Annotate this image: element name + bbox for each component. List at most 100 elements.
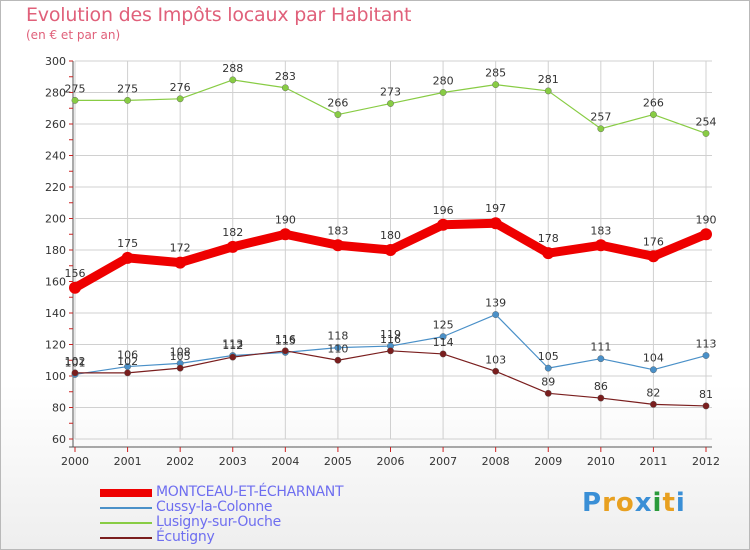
y-tick-label: 60 xyxy=(52,433,66,446)
legend-item: Écutigny xyxy=(100,529,420,546)
data-point xyxy=(439,333,447,341)
data-label: 139 xyxy=(485,297,506,310)
data-label: 175 xyxy=(117,237,138,250)
logo-letter: i xyxy=(652,488,663,518)
y-tick-label: 180 xyxy=(45,244,66,257)
data-point xyxy=(594,239,607,252)
data-point xyxy=(492,311,500,318)
data-point xyxy=(124,96,131,104)
data-point xyxy=(331,239,344,252)
data-point xyxy=(437,218,450,231)
data-point xyxy=(229,353,237,361)
data-point xyxy=(71,96,79,104)
y-tick-label: 240 xyxy=(45,150,66,163)
data-label: 112 xyxy=(222,339,243,352)
data-label: 254 xyxy=(696,115,717,128)
x-tick-label: 2007 xyxy=(429,455,457,468)
data-point xyxy=(702,402,710,410)
y-tick-label: 140 xyxy=(45,307,66,320)
x-tick-label: 2006 xyxy=(377,455,405,468)
data-label: 82 xyxy=(646,386,660,399)
data-label: 114 xyxy=(433,336,454,349)
legend-swatch xyxy=(100,489,152,497)
data-label: 118 xyxy=(327,330,348,343)
data-point xyxy=(544,364,552,372)
data-label: 111 xyxy=(590,341,611,354)
data-label: 105 xyxy=(170,350,191,363)
data-label: 178 xyxy=(538,232,559,245)
data-point xyxy=(384,244,397,256)
data-label: 156 xyxy=(65,267,86,280)
data-label: 183 xyxy=(590,224,611,237)
data-label: 190 xyxy=(696,213,717,226)
data-label: 102 xyxy=(117,355,138,368)
data-label: 81 xyxy=(699,388,713,401)
chart-legend: MONTCEAU-ET-ÉCHARNANT Cussy-la-Colonne L… xyxy=(100,484,420,546)
data-point xyxy=(597,125,605,133)
data-label: 113 xyxy=(222,338,243,351)
data-label: 108 xyxy=(170,345,191,358)
data-label: 119 xyxy=(380,328,401,341)
y-tick-label: 160 xyxy=(45,276,66,289)
x-tick-label: 2005 xyxy=(324,455,352,468)
legend-item: Cussy-la-Colonne xyxy=(100,499,420,516)
y-tick-label: 80 xyxy=(52,402,66,415)
data-label: 257 xyxy=(590,111,611,124)
data-label: 273 xyxy=(380,86,401,99)
x-tick-label: 2008 xyxy=(482,455,510,468)
data-label: 182 xyxy=(222,226,243,239)
data-point xyxy=(650,366,657,374)
x-tick-label: 2003 xyxy=(219,455,247,468)
data-label: 275 xyxy=(65,82,86,95)
x-tick-label: 2012 xyxy=(692,455,720,468)
data-label: 275 xyxy=(117,82,138,95)
x-tick-label: 2001 xyxy=(114,455,142,468)
legend-label: Lusigny-sur-Ouche xyxy=(156,514,281,530)
data-point xyxy=(334,344,342,352)
data-label: 104 xyxy=(643,352,664,365)
legend-label: Écutigny xyxy=(156,529,215,545)
data-point xyxy=(281,347,289,355)
data-point xyxy=(334,111,342,118)
legend-item: Lusigny-sur-Ouche xyxy=(100,514,420,531)
data-point xyxy=(121,251,134,264)
data-point xyxy=(69,281,81,294)
data-point xyxy=(702,130,710,137)
data-point xyxy=(229,76,237,84)
data-point xyxy=(226,240,239,253)
y-tick-label: 220 xyxy=(45,181,66,194)
y-tick-label: 200 xyxy=(45,213,66,226)
data-label: 280 xyxy=(433,75,454,88)
logo-letter: i xyxy=(675,488,686,518)
data-point xyxy=(387,100,394,107)
data-label: 172 xyxy=(170,242,191,255)
data-label: 89 xyxy=(541,375,555,388)
logo-letter: o xyxy=(615,488,635,518)
legend-swatch xyxy=(100,537,152,539)
data-label: 102 xyxy=(65,355,86,368)
legend-item: MONTCEAU-ET-ÉCHARNANT xyxy=(100,484,420,501)
data-point xyxy=(279,228,292,241)
x-tick-label: 2002 xyxy=(166,455,194,468)
data-label: 266 xyxy=(643,97,664,110)
data-point xyxy=(544,389,552,397)
data-point xyxy=(334,356,342,364)
data-point xyxy=(597,394,605,402)
logo-letter: t xyxy=(662,488,676,518)
data-point xyxy=(439,350,447,358)
logo-letter: x xyxy=(634,488,653,518)
chart-title: Evolution des Impôts locaux par Habitant xyxy=(26,4,412,26)
data-label: 86 xyxy=(594,380,608,393)
legend-swatch xyxy=(100,507,152,509)
data-label: 116 xyxy=(380,333,401,346)
data-point xyxy=(544,87,552,95)
data-label: 176 xyxy=(643,235,664,248)
legend-label: Cussy-la-Colonne xyxy=(156,499,273,515)
data-label: 106 xyxy=(117,349,138,362)
data-label: 183 xyxy=(327,224,348,237)
data-label: 103 xyxy=(485,353,506,366)
legend-label: MONTCEAU-ET-ÉCHARNANT xyxy=(156,484,344,500)
data-label: 180 xyxy=(380,229,401,242)
data-point xyxy=(174,256,187,269)
